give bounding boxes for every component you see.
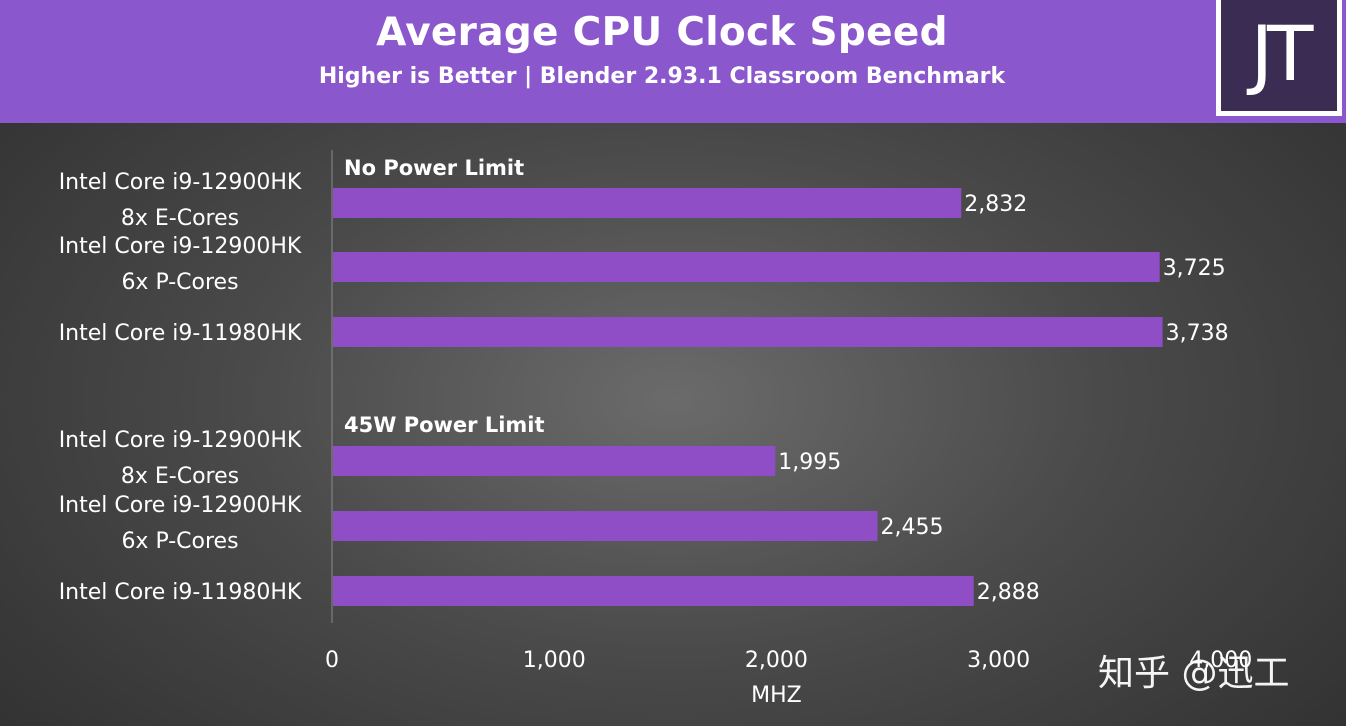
x-axis-label: MHZ xyxy=(751,683,802,708)
logo-text: JT xyxy=(1250,8,1314,98)
bar-1-2 xyxy=(333,252,1160,282)
category-label-1-1-line1: Intel Core i9-12900HK xyxy=(59,170,302,195)
chart-title: Average CPU Clock Speed xyxy=(376,10,948,55)
value-label-2-2: 2,455 xyxy=(881,515,944,540)
watermark: 知乎 @迅工 xyxy=(1098,653,1290,694)
group-label-2: 45W Power Limit xyxy=(344,413,545,437)
group-label-1: No Power Limit xyxy=(344,156,524,180)
category-label-2-2-line2: 6x P-Cores xyxy=(121,529,238,554)
bar-2-1 xyxy=(333,446,776,476)
category-label-1-2-line2: 6x P-Cores xyxy=(121,270,238,295)
value-label-1-2: 3,725 xyxy=(1163,256,1226,281)
chart-subtitle: Higher is Better | Blender 2.93.1 Classr… xyxy=(318,64,1006,89)
category-label-2-3: Intel Core i9-11980HK xyxy=(59,580,302,605)
category-label-2-1-line1: Intel Core i9-12900HK xyxy=(59,428,302,453)
category-label-1-1-line2: 8x E-Cores xyxy=(121,206,239,231)
value-label-2-1: 1,995 xyxy=(778,450,841,475)
bar-1-1 xyxy=(333,188,962,218)
x-tick-label-0: 0 xyxy=(325,648,339,673)
value-label-2-3: 2,888 xyxy=(977,580,1040,605)
x-tick-label-4: 4,000 xyxy=(1189,648,1252,673)
value-label-1-1: 2,832 xyxy=(964,192,1027,217)
category-label-1-3: Intel Core i9-11980HK xyxy=(59,321,302,346)
jt-logo: JT xyxy=(1216,0,1342,116)
x-tick-label-1: 1,000 xyxy=(523,648,586,673)
x-tick-label-2: 2,000 xyxy=(745,648,808,673)
bar-2-2 xyxy=(333,511,878,541)
bar-2-3 xyxy=(333,576,974,606)
chart-header: Average CPU Clock Speed Higher is Better… xyxy=(0,0,1346,123)
bar-1-3 xyxy=(333,317,1163,347)
category-label-1-2-line1: Intel Core i9-12900HK xyxy=(59,234,302,259)
x-tick-label-3: 3,000 xyxy=(967,648,1030,673)
value-label-1-3: 3,738 xyxy=(1166,321,1229,346)
category-label-2-2-line1: Intel Core i9-12900HK xyxy=(59,493,302,518)
category-label-2-1-line2: 8x E-Cores xyxy=(121,464,239,489)
